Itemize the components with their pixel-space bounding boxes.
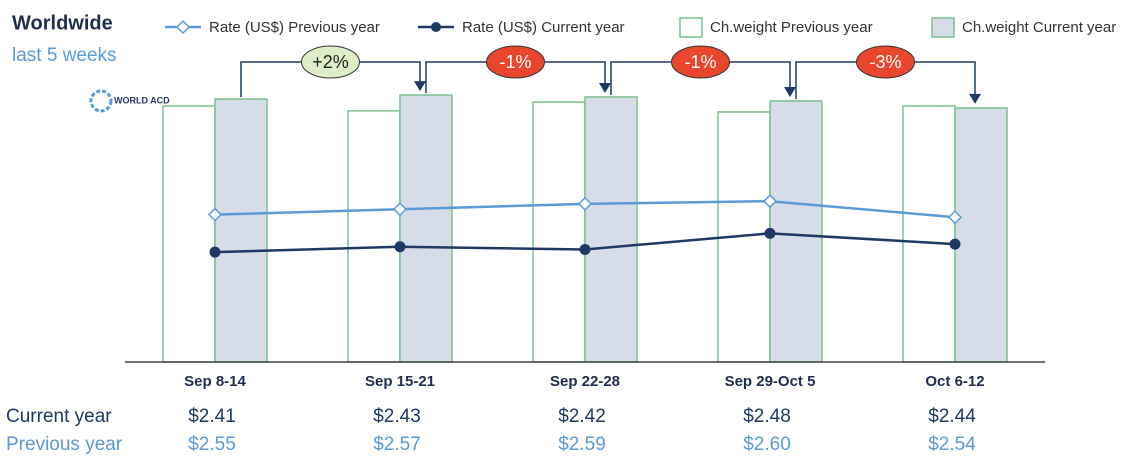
x-tick-label: Sep 29-Oct 5 <box>725 373 816 390</box>
chart-title: Worldwide <box>12 12 113 34</box>
value-label: $2.57 <box>373 434 421 455</box>
change-badge <box>301 45 360 79</box>
rate-marker <box>579 243 591 255</box>
value-label: $2.48 <box>743 406 791 427</box>
value-label: $2.55 <box>188 434 236 455</box>
legend-marker <box>431 22 441 32</box>
rate-marker <box>764 227 776 239</box>
value-label: $2.60 <box>743 434 791 455</box>
bar <box>954 107 1008 363</box>
arrow-head <box>414 81 426 92</box>
bar <box>214 98 268 363</box>
change-label: -1% <box>499 52 531 72</box>
bar <box>162 105 216 363</box>
row-label: Current year <box>6 406 112 427</box>
rate-marker <box>209 246 221 258</box>
rate-marker <box>949 238 961 250</box>
value-label: $2.42 <box>558 406 606 427</box>
legend-swatch <box>679 17 703 38</box>
bar <box>532 101 586 363</box>
change-label: -1% <box>684 52 716 72</box>
bar <box>769 100 823 363</box>
x-tick-label: Sep 22-28 <box>550 373 620 390</box>
logo: WORLD ACD <box>89 89 170 113</box>
arrow-head <box>969 93 981 104</box>
x-tick-label: Oct 6-12 <box>925 373 984 390</box>
legend-label: Ch.weight Current year <box>962 19 1116 36</box>
change-badge <box>486 45 545 79</box>
change-badge <box>671 45 730 79</box>
legend-label: Rate (US$) Current year <box>462 19 625 36</box>
x-tick-label: Sep 8-14 <box>184 373 246 390</box>
arrow-head <box>784 86 796 97</box>
row-label: Previous year <box>6 434 123 455</box>
change-label: -3% <box>869 52 901 72</box>
legend-label: Rate (US$) Previous year <box>209 19 380 36</box>
rate-marker <box>207 207 223 222</box>
value-label: $2.43 <box>373 406 421 427</box>
value-label: $2.59 <box>558 434 606 455</box>
rate-marker <box>394 241 406 253</box>
rate-marker <box>577 196 593 211</box>
change-label: +2% <box>312 52 349 72</box>
bar <box>399 94 453 363</box>
arrow-head <box>599 82 611 93</box>
bar <box>902 105 956 363</box>
chart-subtitle: last 5 weeks <box>12 45 117 66</box>
x-tick-label: Sep 15-21 <box>365 373 435 390</box>
rate-marker <box>762 194 778 209</box>
legend-label: Ch.weight Previous year <box>710 19 873 36</box>
rate-marker <box>947 210 963 225</box>
legend-marker <box>175 19 191 35</box>
value-label: $2.54 <box>928 434 976 455</box>
bar <box>347 110 401 363</box>
bar <box>584 96 638 363</box>
rate-marker <box>392 202 408 217</box>
change-badge <box>856 45 915 79</box>
legend-swatch <box>931 17 955 38</box>
logo-text: WORLD ACD <box>114 95 170 105</box>
value-label: $2.44 <box>928 406 976 427</box>
value-label: $2.41 <box>188 406 236 427</box>
